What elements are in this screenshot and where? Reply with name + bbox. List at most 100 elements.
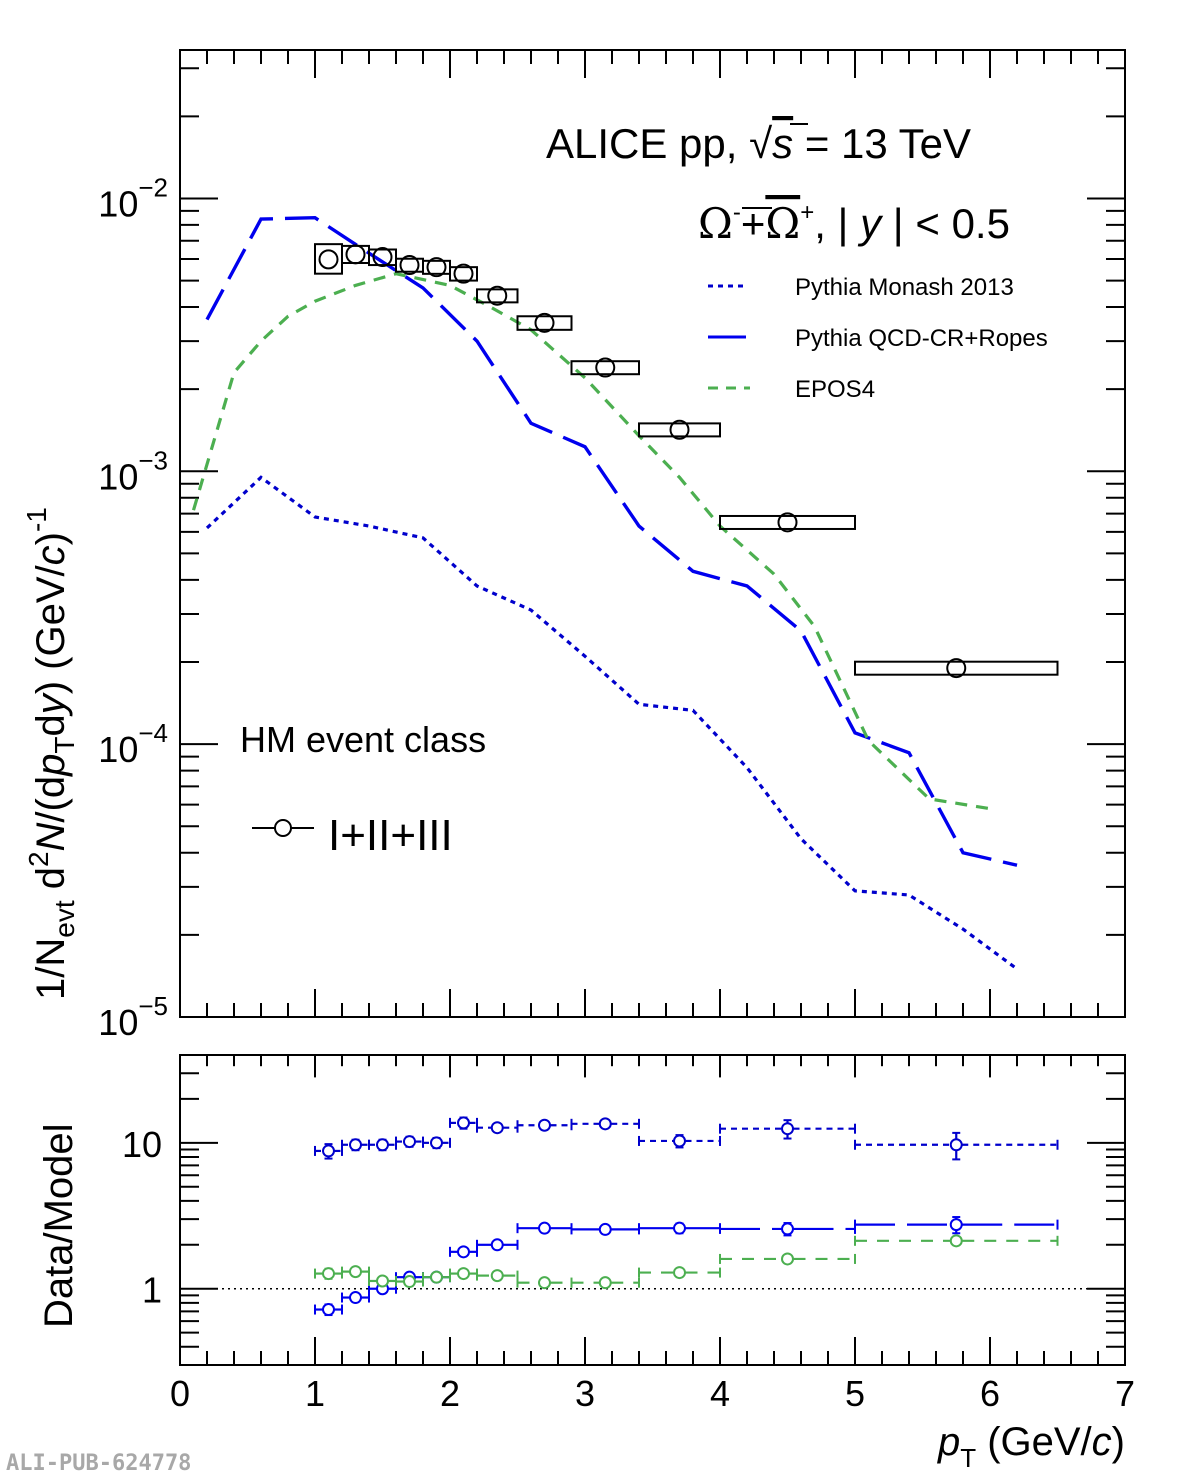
ratio-point xyxy=(368,1274,397,1288)
ratio-marker xyxy=(457,1267,470,1281)
ratio-marker xyxy=(376,1274,389,1288)
ratio-point xyxy=(854,1131,1059,1161)
data-point xyxy=(476,285,519,306)
legend-label-monash: Pythia Monash 2013 xyxy=(795,274,1014,301)
event-class-title: HM event class xyxy=(240,719,486,760)
ratio-point xyxy=(449,1245,478,1259)
ratio-axis-ticks xyxy=(179,1054,1126,1366)
ratio-marker xyxy=(949,1234,963,1248)
ratio-y-tick-label: 1 xyxy=(142,1270,162,1311)
ratio-y-tick-label: 10 xyxy=(122,1124,162,1165)
data-point xyxy=(341,244,370,265)
legend-item-ropes: Pythia QCD-CR+Ropes xyxy=(708,325,1048,352)
ratio-point xyxy=(476,1269,519,1283)
data-marker xyxy=(426,257,447,278)
data-marker xyxy=(453,263,474,284)
ratio-marker xyxy=(490,1121,504,1135)
data-point xyxy=(368,247,397,268)
data-marker xyxy=(595,357,616,378)
ratio-point xyxy=(638,1221,721,1235)
data-point xyxy=(516,312,573,333)
model-legend: Pythia Monash 2013 Pythia QCD-CR+Ropes E… xyxy=(708,274,1048,403)
data-marker xyxy=(345,244,366,265)
ratio-point xyxy=(422,1136,451,1150)
data-point xyxy=(314,243,343,275)
ratio-point xyxy=(638,1134,721,1149)
data-point xyxy=(422,257,451,278)
ratio-marker xyxy=(781,1252,794,1266)
ratio-point xyxy=(449,1267,478,1281)
ratio-panel: 10 1 Data/Model xyxy=(37,1054,1126,1366)
curve-pythia-qcd-cr-ropes xyxy=(205,215,1018,867)
data-marker xyxy=(399,255,420,276)
data-marker xyxy=(946,658,967,679)
ratio-marker xyxy=(349,1138,362,1152)
y-tick-label: 10−3 xyxy=(98,445,168,497)
ratio-marker xyxy=(781,1122,794,1136)
ratio-point xyxy=(341,1265,370,1279)
ratio-point xyxy=(476,1238,519,1252)
ratio-marker xyxy=(349,1265,362,1279)
ratio-point xyxy=(516,1276,573,1290)
ratio-point xyxy=(314,1267,343,1281)
ratio-y-axis-title: Data/Model xyxy=(37,1123,81,1328)
legend-marker-circle xyxy=(274,819,292,837)
legend-item-epos4: EPOS4 xyxy=(708,376,875,403)
ratio-marker xyxy=(457,1116,470,1130)
ratio-point xyxy=(422,1270,451,1284)
particle-label: Ω-+Ω+, | y | < 0.5 xyxy=(698,199,1010,248)
ratio-point xyxy=(449,1116,478,1130)
x-axis-title: pT (GeV/c) xyxy=(937,1420,1125,1473)
ratio-marker xyxy=(949,1138,963,1152)
ratio-point xyxy=(314,1143,343,1160)
legend-label-epos4: EPOS4 xyxy=(795,376,875,403)
publication-id-watermark: ALI-PUB-624778 xyxy=(6,1451,191,1476)
x-tick-labels: 0 1 2 3 4 5 6 7 xyxy=(170,1373,1135,1414)
data-marker xyxy=(318,249,339,270)
y-tick-label: 10−2 xyxy=(98,172,168,224)
data-point xyxy=(570,357,640,378)
ratio-point xyxy=(719,1222,856,1237)
spectrum-y-tick-labels: 10−2 10−3 10−4 10−5 xyxy=(98,172,168,1043)
syst-box xyxy=(570,360,640,376)
ratio-marker xyxy=(430,1270,443,1284)
ratio-point xyxy=(516,1221,573,1235)
ratio-point xyxy=(368,1138,397,1152)
x-tick-label: 1 xyxy=(305,1373,325,1414)
ratio-marker xyxy=(322,1267,335,1281)
syst-box xyxy=(854,660,1059,676)
ratio-point xyxy=(638,1266,721,1280)
ratio-point xyxy=(719,1252,856,1266)
ratio-y-tick-labels: 10 1 xyxy=(122,1124,162,1311)
ratio-marker xyxy=(673,1221,686,1235)
data-point xyxy=(449,263,478,284)
ratio-series-ropes xyxy=(314,1216,1059,1317)
spectrum-y-axis-title: 1/Nevt d2N/(dpTdy) (GeV/c)-1 xyxy=(21,507,80,1000)
ratio-marker xyxy=(403,1135,416,1149)
ratio-plot-frame xyxy=(179,1054,1126,1366)
data-point xyxy=(854,658,1059,679)
x-tick-label: 3 xyxy=(575,1373,595,1414)
x-tick-label: 6 xyxy=(980,1373,1000,1414)
ratio-marker xyxy=(781,1222,794,1236)
ratio-marker xyxy=(673,1134,686,1148)
data-marker xyxy=(777,512,798,533)
y-tick-label: 10−5 xyxy=(98,991,168,1043)
data-point xyxy=(719,512,856,533)
ratio-marker xyxy=(949,1218,963,1232)
ratio-points xyxy=(314,1116,1059,1317)
ratio-point xyxy=(854,1234,1059,1248)
syst-box xyxy=(449,266,478,282)
data-point xyxy=(638,419,721,440)
ratio-marker xyxy=(538,1221,551,1235)
legend-item-monash: Pythia Monash 2013 xyxy=(708,274,1014,301)
ratio-marker xyxy=(322,1144,335,1158)
ratio-point xyxy=(341,1138,370,1152)
ratio-point xyxy=(570,1222,640,1236)
syst-box xyxy=(516,315,573,331)
ratio-marker xyxy=(322,1303,335,1317)
x-tick-label: 7 xyxy=(1115,1373,1135,1414)
x-tick-label: 5 xyxy=(845,1373,865,1414)
syst-box xyxy=(476,288,519,304)
